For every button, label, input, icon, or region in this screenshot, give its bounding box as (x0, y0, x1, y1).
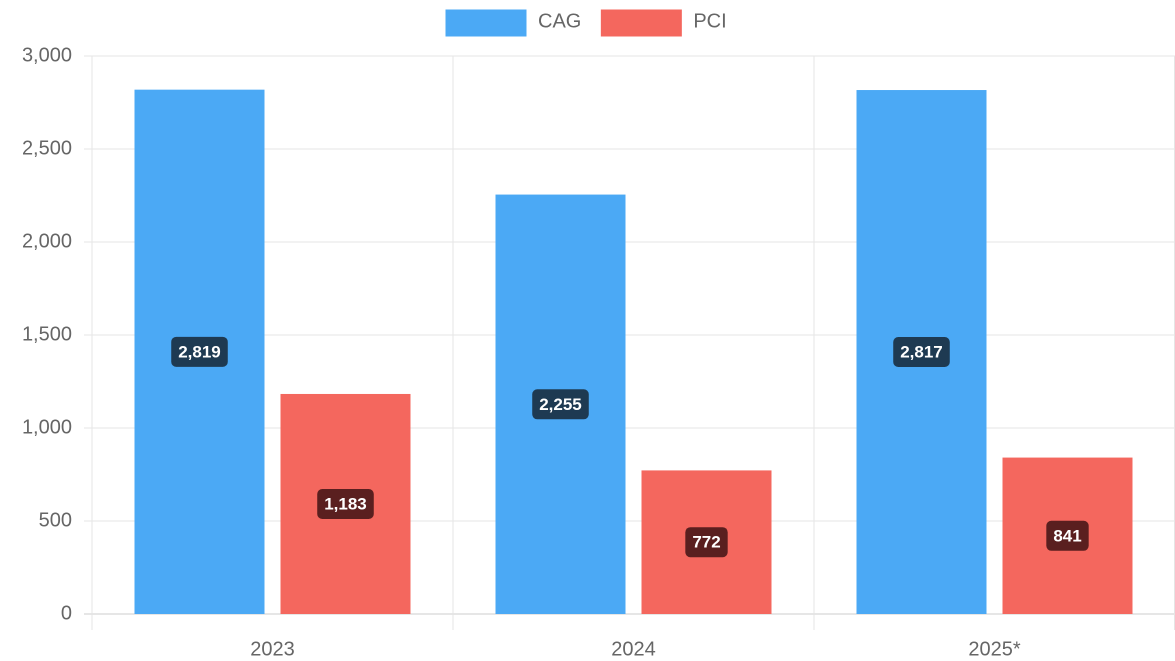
y-tick-label: 1,500 (22, 323, 72, 345)
data-label: 2,819 (178, 342, 221, 361)
legend-swatch (600, 9, 682, 37)
y-tick-label: 0 (61, 602, 72, 624)
y-tick-label: 2,500 (22, 137, 72, 159)
y-tick-label: 1,000 (22, 416, 72, 438)
data-label: 841 (1053, 526, 1081, 545)
legend-label: PCI (693, 10, 726, 32)
data-label-box (317, 488, 374, 519)
data-label: 1,183 (324, 494, 367, 513)
data-label-box (171, 336, 228, 367)
legend-label: CAG (538, 10, 581, 32)
data-label-box (893, 337, 950, 368)
data-label: 2,255 (539, 395, 582, 414)
y-tick-label: 2,000 (22, 230, 72, 252)
y-tick-label: 3,000 (22, 44, 72, 66)
x-tick-label: 2023 (250, 638, 295, 660)
data-label: 772 (692, 533, 720, 552)
legend-swatch (445, 9, 527, 37)
x-tick-label: 2024 (611, 638, 656, 660)
data-label-box (685, 527, 728, 558)
y-tick-label: 500 (39, 509, 72, 531)
data-label-box (532, 389, 589, 420)
data-label-box (1046, 520, 1089, 551)
data-label: 2,817 (900, 343, 943, 362)
x-tick-label: 2025* (968, 638, 1020, 660)
